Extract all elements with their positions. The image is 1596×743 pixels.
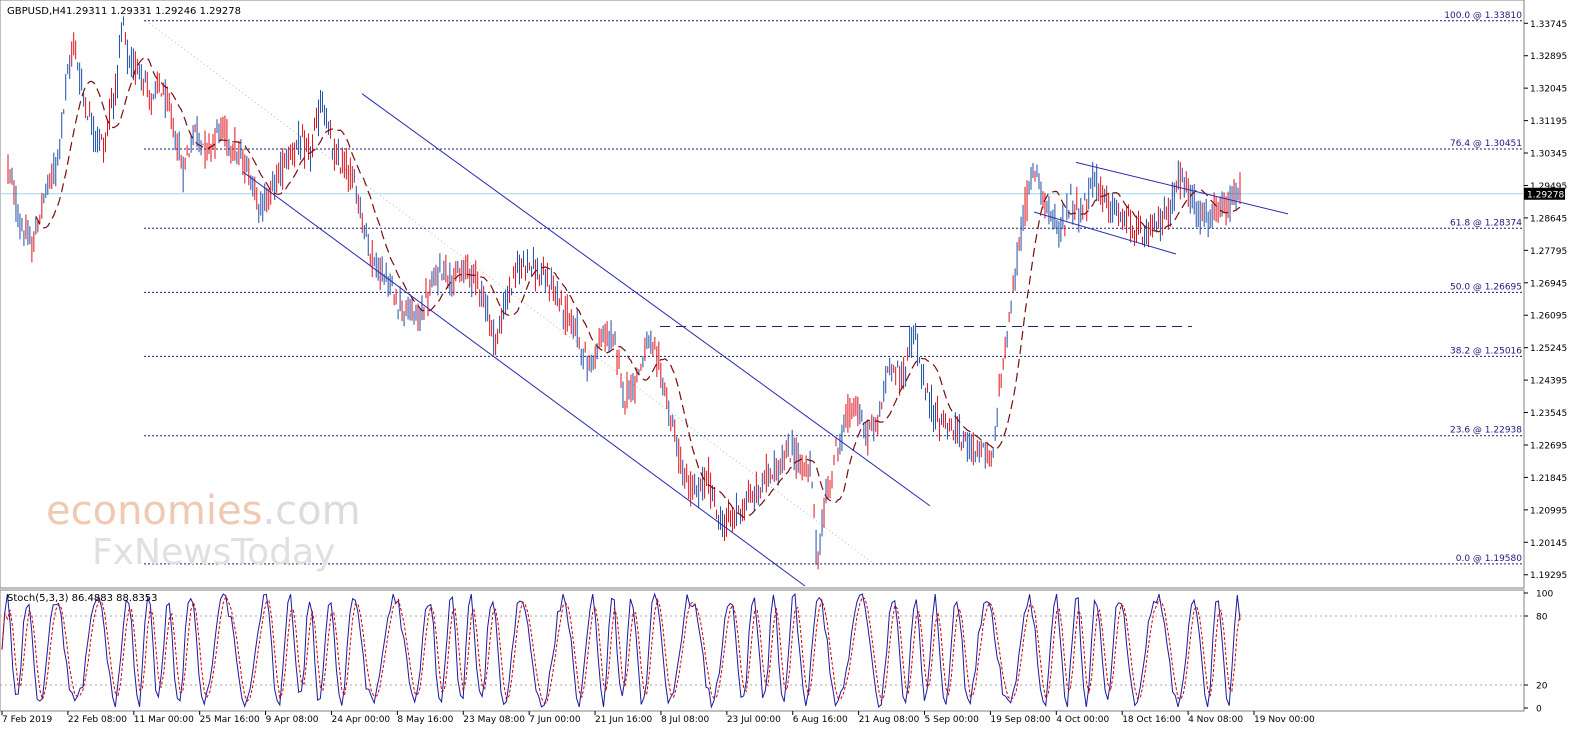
time-tick-label: 25 Mar 16:00: [200, 715, 260, 725]
fib-level-label: 23.6 @ 1.22938: [1450, 426, 1522, 436]
price-tick-label: 1.32045: [1530, 85, 1567, 95]
price-tag-label: 1.29278: [1527, 190, 1564, 200]
time-tick-label: 4 Oct 00:00: [1056, 715, 1109, 725]
fibonacci-retracement[interactable]: 100.0 @ 1.33810 76.4 @ 1.30451 61.8 @ 1.28…: [144, 11, 1523, 565]
price-tick-label: 1.20145: [1530, 539, 1567, 549]
fib-level-label: 76.4 @ 1.30451: [1450, 139, 1522, 149]
time-tick-label: 23 May 08:00: [463, 715, 525, 725]
watermark-brand: economies: [46, 488, 263, 534]
price-tick-label: 1.21845: [1530, 474, 1567, 484]
time-tick-label: 24 Apr 00:00: [331, 715, 390, 725]
time-tick-label: 11 Mar 00:00: [134, 715, 194, 725]
ma-line: [35, 56, 1241, 519]
price-series: [7, 16, 1241, 570]
time-tick-label: 19 Nov 00:00: [1254, 715, 1315, 725]
fib-level-label: 50.0 @ 1.26695: [1450, 282, 1522, 292]
moving-average: [35, 56, 1241, 519]
stoch-label: Stoch(5,3,3) 86.4883 88.8353: [7, 593, 158, 604]
time-tick-label: 22 Feb 08:00: [68, 715, 127, 725]
watermark-suffix: .com: [262, 488, 361, 534]
price-tag: [1524, 187, 1565, 200]
time-tick-label: 7 Jun 00:00: [529, 715, 581, 725]
time-tick-label: 9 Apr 08:00: [266, 715, 319, 725]
time-tick-label: 21 Jun 16:00: [595, 715, 652, 725]
time-tick-label: 19 Sep 08:00: [990, 715, 1050, 725]
fib-level-label: 0.0 @ 1.19580: [1456, 554, 1523, 564]
channel-lower-line: [242, 171, 806, 587]
fib-level-label: 61.8 @ 1.28374: [1450, 218, 1522, 228]
watermark-sub: FxNewsToday: [92, 532, 336, 573]
price-tick-label: 1.26945: [1530, 279, 1567, 289]
watermark-logo: economies.com FxNewsToday: [46, 488, 406, 578]
time-axis: 7 Feb 2019 22 Feb 08:00 11 Mar 00:00 25 Mar…: [1, 711, 1315, 725]
stoch-tick-label: 20: [1536, 682, 1548, 692]
time-tick-label: 5 Sep 00:00: [925, 715, 980, 725]
time-tick-label: 23 Jul 00:00: [727, 715, 781, 725]
time-tick-label: 7 Feb 2019: [2, 715, 53, 725]
fib-level-label: 38.2 @ 1.25016: [1450, 346, 1522, 356]
stoch-tick-label: 100: [1536, 590, 1553, 600]
price-tick-label: 1.30345: [1530, 150, 1567, 160]
price-tick-label: 1.20995: [1530, 506, 1567, 516]
price-tick-label: 1.29495: [1530, 182, 1567, 192]
time-tick-label: 21 Aug 08:00: [859, 715, 920, 725]
fib-level-label: 100.0 @ 1.33810: [1444, 11, 1522, 21]
time-tick-label: 8 May 16:00: [397, 715, 453, 725]
trend-channels[interactable]: [242, 93, 1289, 587]
price-axis: 1.33745 1.32895 1.32045 1.31195 1.30345 1.294…: [1524, 20, 1567, 715]
price-tick-label: 1.23545: [1530, 409, 1567, 419]
wedge-lower-line: [1033, 211, 1177, 255]
price-tick-label: 1.19295: [1530, 571, 1567, 581]
stoch-tick-label: 80: [1536, 613, 1548, 623]
ohlc-label: 1.29311 1.29331 1.29246 1.29278: [66, 6, 241, 17]
stochastic-lines: [0, 592, 1524, 709]
channel-upper-line: [361, 93, 931, 507]
price-tick-label: 1.26095: [1530, 312, 1567, 322]
time-tick-label: 8 Jul 08:00: [661, 715, 710, 725]
bid-line: 1.29278: [0, 187, 1565, 200]
price-tick-label: 1.27795: [1530, 247, 1567, 257]
price-tick-label: 1.25245: [1530, 344, 1567, 354]
time-tick-label: 6 Aug 16:00: [793, 715, 848, 725]
stoch-main-line: [1, 592, 1241, 709]
price-tick-label: 1.22695: [1530, 441, 1567, 451]
time-tick-label: 18 Oct 16:00: [1122, 715, 1181, 725]
symbol-label: GBPUSD,H4: [7, 6, 66, 17]
wedge-upper-line: [1075, 161, 1289, 215]
price-tick-label: 1.32895: [1530, 52, 1567, 62]
price-tick-label: 1.31195: [1530, 117, 1567, 127]
time-tick-label: 4 Nov 08:00: [1188, 715, 1243, 725]
stoch-tick-label: 0: [1536, 705, 1542, 715]
price-tick-label: 1.28645: [1530, 214, 1567, 224]
price-tick-label: 1.33745: [1530, 20, 1567, 30]
price-tick-label: 1.24395: [1530, 377, 1567, 387]
fib-trendline: [145, 20, 875, 565]
